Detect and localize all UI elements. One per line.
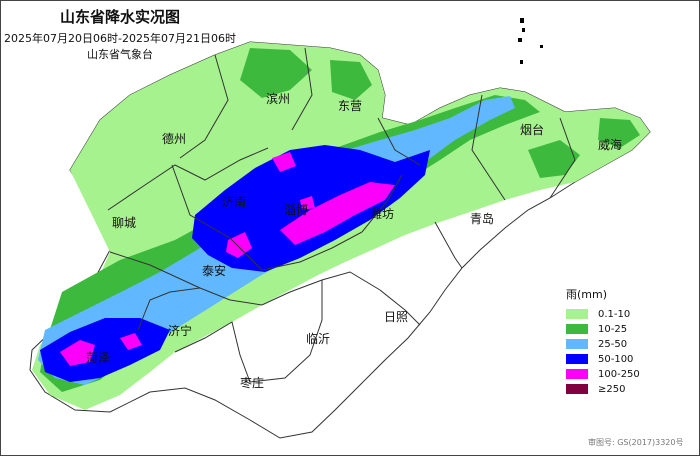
city-label: 枣庄 <box>240 376 265 390</box>
legend-swatch <box>566 369 588 379</box>
city-label: 烟台 <box>520 123 545 137</box>
legend-swatch <box>566 324 588 334</box>
map-period: 2025年07月20日06时-2025年07月21日06时 <box>4 32 236 45</box>
legend-swatch <box>566 384 588 394</box>
city-label: 日照 <box>384 310 409 324</box>
map-title: 山东省降水实况图 <box>59 8 180 26</box>
legend-item: 100-250 <box>566 367 656 381</box>
city-label: 东营 <box>338 99 363 113</box>
rain-zone-100-250 <box>60 340 95 366</box>
approval-number: 审图号: GS(2017)3320号 <box>588 438 684 447</box>
city-label: 济南 <box>222 195 247 209</box>
legend-item: 10-25 <box>566 322 656 336</box>
map-issuer: 山东省气象台 <box>87 48 153 61</box>
legend-label: 0.1-10 <box>598 308 631 320</box>
city-label: 威海 <box>598 138 623 152</box>
city-label: 淄博 <box>284 203 309 217</box>
city-label: 滨州 <box>266 92 291 106</box>
rain-zone-50-100 <box>40 318 170 382</box>
legend-label: 10-25 <box>598 323 628 335</box>
legend-title: 雨(mm) <box>566 288 608 301</box>
city-label: 青岛 <box>470 212 495 226</box>
city-label: 泰安 <box>202 264 227 278</box>
legend-item: 25-50 <box>566 337 656 351</box>
city-label: 聊城 <box>112 216 137 230</box>
legend-label: 25-50 <box>598 338 628 350</box>
legend-swatch <box>566 354 588 364</box>
legend: 雨(mm) 0.1-10 10-25 25-50 50-100 100-250 ≥250 <box>566 286 656 397</box>
legend-label: 100-250 <box>598 368 640 380</box>
legend-item: ≥250 <box>566 382 656 396</box>
city-label: 德州 <box>162 132 187 146</box>
city-label: 菏泽 <box>86 351 111 365</box>
legend-swatch <box>566 339 588 349</box>
legend-item: 50-100 <box>566 352 656 366</box>
islands <box>518 18 543 64</box>
legend-item: 0.1-10 <box>566 307 656 321</box>
city-label: 潍坊 <box>370 207 395 221</box>
legend-label: 50-100 <box>598 353 634 365</box>
legend-swatch <box>566 309 588 319</box>
legend-label: ≥250 <box>598 383 626 395</box>
city-label: 济宁 <box>168 324 193 338</box>
city-label: 临沂 <box>306 332 331 346</box>
